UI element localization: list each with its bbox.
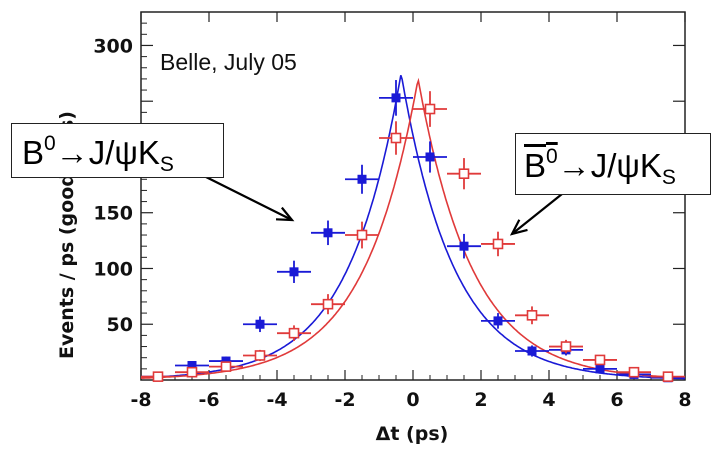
y-tick-label: 150 — [93, 203, 133, 225]
b0bar-data-point — [356, 229, 368, 241]
b0-label-base: B — [22, 134, 45, 171]
b0bar-data-point — [628, 366, 640, 378]
b0bar-data-point — [390, 132, 402, 144]
annotation-arrows — [187, 167, 563, 236]
b0-data-point — [221, 356, 231, 366]
b0-label-sub: S — [159, 153, 174, 176]
b0-data-point — [255, 319, 265, 329]
b0bar-data-point — [288, 327, 300, 339]
x-tick-label: -6 — [198, 389, 219, 411]
b0bar-label-arrow: → — [557, 147, 591, 184]
b0-data-point — [425, 152, 435, 162]
b0-data-point — [187, 361, 197, 371]
b0-data-point — [459, 241, 469, 251]
y-tick-label: 50 — [107, 314, 133, 336]
b0-label-arrow: → — [55, 134, 89, 171]
b0bar-label-box: B0→J/ψKS — [515, 133, 711, 195]
x-tick-label: 6 — [610, 389, 623, 411]
b0bar-label-sub: S — [661, 166, 676, 189]
b0-data-point — [391, 93, 401, 103]
b0-data-point — [323, 228, 333, 238]
b0bar-data-point — [492, 238, 504, 250]
b0bar-data-point — [526, 310, 538, 321]
b0-label-sup: 0 — [44, 132, 56, 155]
b0bar-label-final: J/ψK — [590, 147, 662, 184]
b0-data-point — [595, 364, 605, 374]
b0bar-data-point — [254, 350, 266, 361]
x-axis-title: Δt (ps) — [376, 423, 449, 445]
b0bar-arrow-head — [509, 219, 528, 236]
b0-data-point — [289, 267, 299, 277]
chart-annotation: Belle, July 05 — [160, 49, 297, 75]
b0bar-label-base: B0 — [524, 145, 558, 184]
b0bar-data-point — [322, 298, 334, 310]
b0bar-data-point — [594, 354, 606, 366]
b0bar-arrow-shaft — [511, 193, 563, 235]
b0-data-point — [527, 346, 537, 356]
x-tick-label: 2 — [474, 389, 487, 411]
b0bar-data-point — [186, 366, 198, 378]
b0bar-data-point — [560, 341, 572, 352]
x-tick-label: 8 — [678, 389, 691, 411]
b0bar-data-point — [424, 103, 436, 115]
b0-label-final: J/ψK — [88, 134, 160, 171]
x-tick-label: 4 — [542, 389, 555, 411]
x-tick-label: 0 — [406, 389, 419, 411]
y-tick-label: 100 — [93, 258, 133, 280]
y-tick-label: 300 — [93, 35, 133, 57]
b0-label-box: B0→J/ψKS — [11, 123, 224, 178]
x-tick-label: -2 — [334, 389, 355, 411]
x-tick-label: -4 — [266, 389, 287, 411]
x-tick-label: -8 — [130, 389, 151, 411]
b0bar-data-point — [220, 361, 232, 372]
b0bar-data-point — [152, 371, 164, 382]
b0bar-data-point — [458, 168, 470, 179]
b0bar-data-point — [662, 371, 674, 382]
b0-data-point — [493, 316, 503, 326]
fit-curve-b0 — [140, 75, 685, 380]
b0-arrow-head — [275, 206, 295, 222]
b0-data-point — [357, 174, 367, 184]
